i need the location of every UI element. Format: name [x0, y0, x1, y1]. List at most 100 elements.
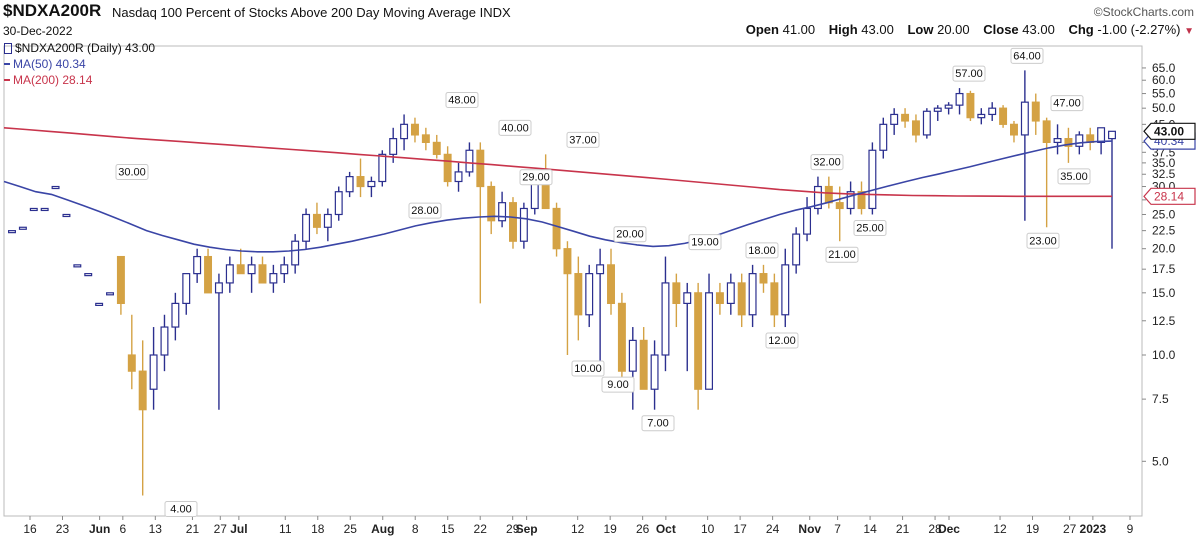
price-flag-box [1057, 168, 1091, 185]
y-tick-label: 35.0 [1152, 156, 1176, 170]
legend-ma200: MA(200) 28.14 [4, 72, 155, 88]
price-flag-box [765, 332, 799, 349]
x-tick-label: 17 [733, 522, 747, 536]
candle-body [258, 264, 267, 284]
candle-body [639, 339, 648, 390]
candle-body [454, 171, 463, 183]
close-label: Close [983, 22, 1019, 37]
candle-body [617, 302, 626, 372]
candle-body [1108, 130, 1116, 140]
x-tick-label: 25 [344, 522, 358, 536]
x-tick-label: Nov [798, 522, 821, 536]
x-tick-label: 8 [412, 522, 419, 536]
stockcharts-brand: ©StockCharts.com [1093, 5, 1194, 19]
price-flag-label: 25.00 [856, 222, 884, 234]
price-flag-box [445, 91, 479, 108]
x-tick-label: 10 [701, 522, 715, 536]
candle-body [922, 110, 931, 136]
candle-body [1075, 134, 1084, 147]
legend-main-label: $NDXA200R (Daily) 43.00 [15, 41, 156, 55]
candle-body [1031, 101, 1040, 122]
candle-body [334, 191, 343, 216]
candle-body [846, 191, 855, 210]
price-flag-box [519, 169, 553, 186]
x-tick-label: 24 [766, 522, 780, 536]
candle-body [236, 264, 245, 275]
candle-body [759, 273, 768, 284]
legend-main: $NDXA200R (Daily) 43.00 [4, 40, 155, 56]
price-flag-label: 32.00 [813, 157, 841, 169]
candle-body [280, 264, 289, 275]
candle-body [291, 240, 300, 266]
x-tick-label: 26 [636, 522, 650, 536]
candle-body [138, 370, 147, 411]
candle-body [879, 123, 888, 151]
price-flag-box [745, 242, 779, 259]
candle-body [312, 213, 321, 228]
legend-ma50-label: MA(50) 40.34 [13, 57, 86, 71]
price-flag-box [566, 131, 600, 148]
x-tick-label: 21 [186, 522, 200, 536]
candle-body [323, 213, 332, 228]
candle-body [672, 282, 681, 305]
y-tick-label: 60.0 [1152, 73, 1176, 87]
candle-body [509, 202, 517, 242]
price-flag-label: 47.00 [1053, 98, 1081, 110]
x-tick-label: 19 [603, 522, 617, 536]
chg-value: -1.00 (-2.27%) [1097, 22, 1181, 37]
candle-body [116, 255, 125, 305]
candle-body [792, 233, 801, 266]
x-tick-label: 6 [119, 522, 126, 536]
x-tick-label: 16 [23, 522, 37, 536]
high-label: High [828, 22, 858, 37]
price-flag-label: 57.00 [955, 68, 983, 80]
candle-body [552, 207, 561, 250]
candle-body [487, 185, 496, 222]
open-value: 41.00 [782, 22, 816, 37]
price-flag-label: 19.00 [691, 237, 719, 249]
price-flag-box [853, 219, 887, 236]
price-flag-box [641, 415, 675, 432]
price-flag-label: 28.00 [411, 205, 439, 217]
exchange-label: INDX [479, 5, 511, 20]
candle-body [149, 354, 158, 390]
candle-body [519, 207, 528, 242]
candle-body [781, 264, 790, 316]
price-chart[interactable]: 5.07.510.012.515.017.520.022.525.027.530… [0, 38, 1202, 546]
plot-frame [3, 45, 1143, 517]
candle-body [432, 141, 441, 155]
candle-body [247, 264, 256, 275]
ma200-value-tag-box [1143, 187, 1196, 205]
candle-body [356, 176, 365, 188]
ohlc-readout: Open 41.00 High 43.00 Low 20.00 Close 43… [736, 22, 1194, 37]
candle-body [803, 207, 812, 235]
x-tick-label: 27 [214, 522, 228, 536]
candle-body [585, 273, 594, 316]
x-tick-label: Jul [230, 522, 247, 536]
candle-body [683, 292, 692, 305]
candle-body [813, 185, 822, 210]
y-tick-label: 25.0 [1152, 207, 1176, 221]
price-flag-label: 10.00 [574, 363, 602, 375]
candle-body [400, 123, 409, 140]
legend-ma50: MA(50) 40.34 [4, 56, 155, 72]
candle-body [574, 273, 583, 316]
candle-body [378, 153, 387, 183]
candle-body [476, 149, 485, 188]
y-tick-label: 17.5 [1152, 262, 1176, 276]
candle-body [607, 264, 615, 305]
chart-date: 30-Dec-2022 [3, 24, 73, 38]
candle-body [443, 153, 452, 183]
x-tick-label: Dec [938, 522, 960, 536]
low-value: 20.00 [937, 22, 970, 37]
price-flag-box [825, 246, 859, 263]
price-flag-box [498, 119, 532, 136]
candle-body [628, 339, 637, 372]
price-flag-box [408, 202, 442, 219]
y-tick-label: 15.0 [1152, 286, 1176, 300]
price-flag-box [1050, 95, 1084, 112]
y-tick-label: 20.0 [1152, 242, 1176, 256]
x-tick-label: Aug [371, 522, 394, 536]
candle-body [171, 302, 180, 328]
x-tick-label: 2023 [1080, 522, 1107, 536]
